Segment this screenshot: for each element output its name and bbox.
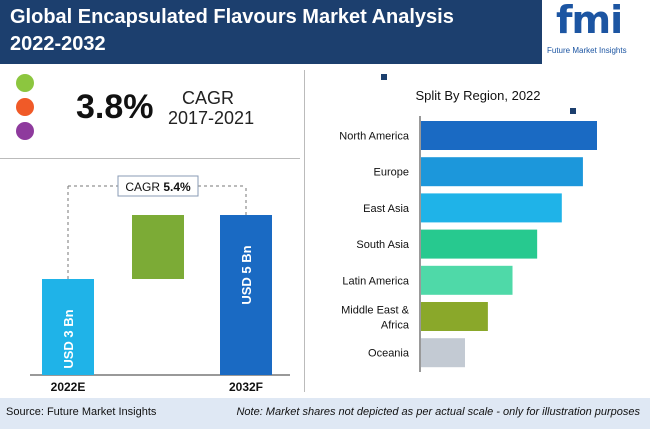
title-line-2: 2022-2032 (10, 33, 106, 55)
region-bar (421, 193, 562, 223)
footer-note: Note: Market shares not depicted as per … (236, 406, 640, 418)
cagr-box (117, 175, 199, 197)
region-label: South Asia (356, 239, 409, 251)
bar-value-label: USD 5 Bn (239, 245, 254, 304)
green-dot-icon (16, 74, 34, 92)
region-label: North America (339, 131, 410, 143)
region-bar (421, 121, 597, 150)
bar-increment (132, 215, 184, 279)
region-label: Oceania (368, 348, 410, 360)
region-label: Middle East & (341, 305, 410, 317)
horizontal-divider (0, 158, 300, 159)
region-chart-title: Split By Region, 2022 (415, 88, 540, 103)
region-label: Africa (381, 320, 410, 332)
fmi-logo: fmi Future Market Insights (542, 0, 650, 64)
logo-subtitle: Future Market Insights (547, 46, 627, 55)
header-banner: Global Encapsulated Flavours Market Anal… (0, 0, 650, 64)
legend-square-icon (381, 74, 387, 80)
logo-text: fmi (556, 0, 623, 42)
x-tick-label: 2022E (51, 380, 86, 394)
bar-2032F (220, 215, 272, 375)
region-label: Latin America (342, 275, 410, 287)
legend-square-icon (570, 108, 576, 114)
region-label: East Asia (363, 203, 410, 215)
footer-source: Source: Future Market Insights (6, 406, 157, 418)
footer: Source: Future Market Insights Note: Mar… (0, 398, 650, 429)
cagr-label: CAGR (182, 88, 235, 108)
title-line-1: Global Encapsulated Flavours Market Anal… (10, 6, 454, 28)
region-bar (421, 229, 538, 259)
purple-dot-icon (16, 122, 34, 140)
x-tick-label: 2032F (229, 380, 263, 394)
cagr-value: 3.8% (76, 88, 154, 126)
cagr-period: 2017-2021 (168, 108, 255, 128)
region-label: Europe (374, 167, 409, 179)
region-bar (421, 302, 488, 331)
orange-dot-icon (16, 98, 34, 116)
cagr-box-label: CAGR 5.4% (125, 180, 191, 194)
region-bar (421, 338, 465, 368)
region-bar (421, 265, 513, 295)
region-bar (421, 157, 583, 187)
bar-2022E (42, 279, 94, 375)
bar-value-label: USD 3 Bn (61, 309, 76, 368)
vertical-divider (304, 70, 305, 392)
